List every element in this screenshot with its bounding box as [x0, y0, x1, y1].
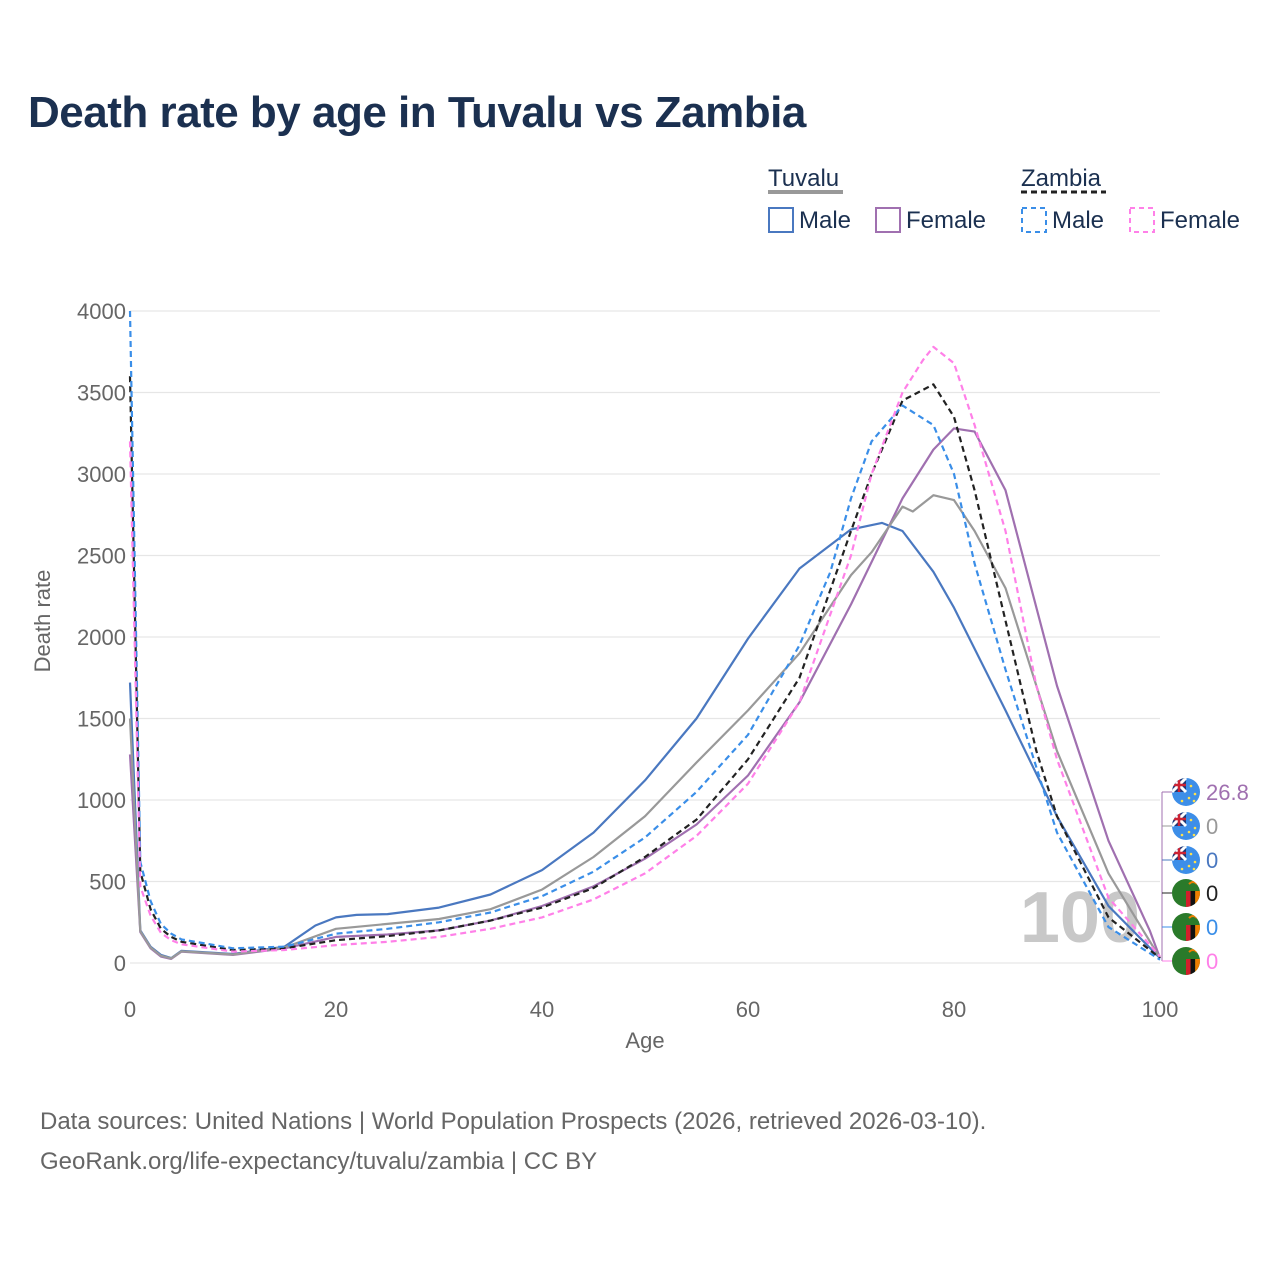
- series-zambia-female[interactable]: [128, 345, 1161, 958]
- y-tick-label: 500: [89, 870, 126, 895]
- end-label-value: 26.8: [1206, 780, 1249, 805]
- legend-item-tuvalu-female[interactable]: Female: [875, 207, 986, 234]
- legend-swatch-zambia-female: [1129, 207, 1155, 233]
- chart-title: Death rate by age in Tuvalu vs Zambia: [28, 88, 806, 137]
- series-zambia[interactable]: [128, 376, 1161, 959]
- end-label-value: 0: [1206, 949, 1218, 974]
- legend-item-zambia-female[interactable]: Female: [1129, 207, 1240, 234]
- legend-swatch-tuvalu-male: [768, 207, 794, 233]
- legend-swatch-zambia-male: [1021, 207, 1047, 233]
- y-tick-label: 3000: [77, 462, 126, 487]
- legend-swatch-tuvalu-female: [875, 207, 901, 233]
- x-axis-label: Age: [625, 1028, 664, 1053]
- legend-label-tuvalu-male: Male: [799, 207, 851, 234]
- end-label-value: 0: [1206, 848, 1218, 873]
- legend-label-zambia-male: Male: [1052, 207, 1104, 234]
- end-label-value: 0: [1206, 814, 1218, 839]
- x-axis-ticks: 0 20 40 60 80 100: [124, 997, 1178, 1022]
- legend: Tuvalu Zambia Male Female Male Female: [768, 165, 1240, 234]
- end-labels: 26.8 0 0 0 0 0: [1161, 778, 1249, 975]
- series-tuvalu-female[interactable]: [128, 427, 1162, 960]
- zambia-flag-icon: [1172, 947, 1200, 975]
- y-tick-label: 0: [114, 951, 126, 976]
- gridlines: [130, 310, 1160, 964]
- x-tick-label: 0: [124, 997, 136, 1022]
- x-tick-label: 20: [324, 997, 348, 1022]
- source-line-1: Data sources: United Nations | World Pop…: [40, 1108, 987, 1135]
- tuvalu-flag-icon: [1172, 812, 1200, 840]
- series-zambia-male[interactable]: [128, 310, 1161, 961]
- legend-item-tuvalu-male[interactable]: Male: [768, 207, 851, 234]
- y-tick-label: 3500: [77, 381, 126, 406]
- zambia-flag-icon: [1172, 913, 1200, 941]
- x-tick-label: 60: [736, 997, 760, 1022]
- x-tick-label: 80: [942, 997, 966, 1022]
- tuvalu-flag-icon: [1172, 846, 1200, 874]
- source-line-2[interactable]: GeoRank.org/life-expectancy/tuvalu/zambi…: [40, 1148, 598, 1175]
- age-marker: 100: [1020, 878, 1140, 958]
- end-label-value: 0: [1206, 915, 1218, 940]
- end-label-value: 0: [1206, 881, 1218, 906]
- y-axis-ticks: 0 500 1000 1500 2000 2500 3000 3500 4000: [77, 299, 126, 976]
- series-lines: [128, 310, 1162, 961]
- y-tick-label: 1000: [77, 788, 126, 813]
- legend-label-zambia-female: Female: [1160, 207, 1240, 234]
- legend-item-zambia-male[interactable]: Male: [1021, 207, 1104, 234]
- y-tick-label: 2000: [77, 625, 126, 650]
- y-tick-label: 4000: [77, 299, 126, 324]
- series-tuvalu[interactable]: [128, 494, 1161, 960]
- legend-group-tuvalu: Tuvalu: [768, 165, 839, 192]
- tuvalu-flag-icon: [1172, 778, 1200, 806]
- legend-label-tuvalu-female: Female: [906, 207, 986, 234]
- y-tick-label: 2500: [77, 544, 126, 569]
- zambia-flag-icon: [1172, 879, 1200, 907]
- y-tick-label: 1500: [77, 707, 126, 732]
- x-tick-label: 100: [1142, 997, 1179, 1022]
- x-tick-label: 40: [530, 997, 554, 1022]
- legend-group-zambia: Zambia: [1021, 165, 1102, 192]
- y-axis-label: Death rate: [30, 570, 55, 673]
